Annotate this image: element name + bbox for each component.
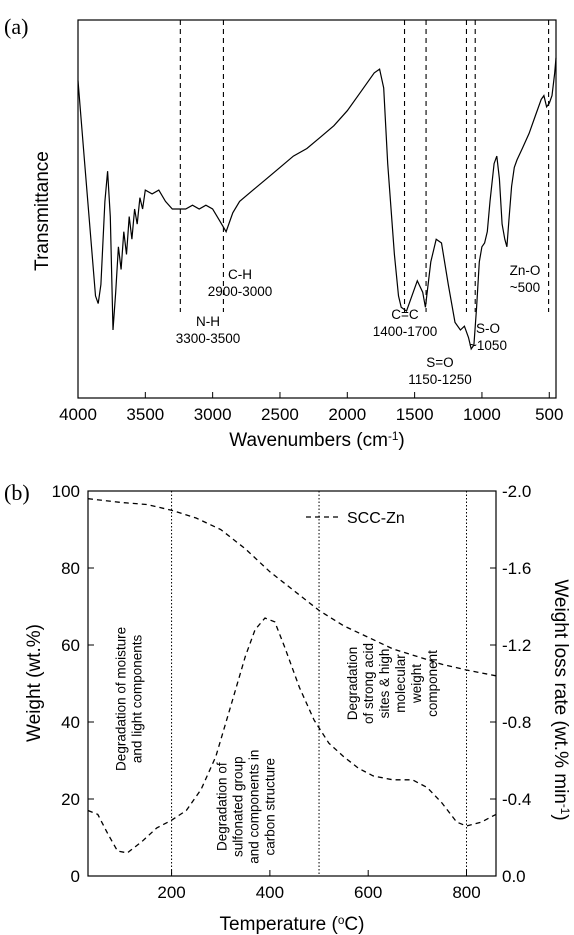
- tga-x-tick-label: 800: [452, 883, 480, 902]
- dtg-y-tick-label: -2.0: [502, 482, 531, 501]
- region-annotation-line: weight: [409, 664, 424, 704]
- tga-y-tick-label: 0: [71, 867, 80, 886]
- ftir-x-tick-label: 4000: [59, 405, 97, 424]
- dtg-y-tick-label: -0.4: [502, 790, 531, 809]
- region-annotation-line: sites & high: [377, 649, 392, 719]
- tga-plot-frame: [87, 490, 497, 877]
- ftir-band-label: S=O: [426, 355, 453, 370]
- ftir-band-label: ~500: [510, 280, 540, 295]
- legend-label: SCC-Zn: [347, 510, 405, 527]
- ftir-x-tick-label: 500: [535, 405, 563, 424]
- ftir-x-tick-label: 3500: [126, 405, 164, 424]
- ftir-band-label: C=C: [391, 307, 419, 322]
- tga-y-axis-title: Weight (wt.%): [24, 624, 45, 742]
- tga-y-tick-label: 60: [61, 636, 80, 655]
- tga-x-tick-label: 400: [256, 883, 284, 902]
- region-annotation-line: carbon structure: [262, 758, 277, 856]
- dtg-y-axis-title: Weight loss rate (wt.% min-1): [550, 579, 572, 820]
- ftir-band-label: 2900-3000: [208, 284, 273, 299]
- region-annotation-line: of strong acid: [361, 643, 376, 724]
- ftir-band-label: 1400-1700: [373, 324, 438, 339]
- ftir-x-tick-label: 1500: [396, 405, 434, 424]
- tga-y-tick-label: 80: [61, 559, 80, 578]
- region-annotation-line: Degradation of moisture: [113, 627, 128, 771]
- dtg-y-tick-label: -0.8: [502, 713, 531, 732]
- tga-x-tick-label: 200: [157, 883, 185, 902]
- ftir-spectrum-line: [77, 57, 557, 351]
- tga-y-tick-label: 100: [52, 482, 80, 501]
- ftir-band-label: S-O: [476, 321, 500, 336]
- weight-curve: [87, 498, 497, 677]
- region-annotation-line: molecular: [393, 654, 408, 713]
- dtg-y-tick-label: -1.6: [502, 559, 531, 578]
- region-annotation: Degradation of sulfonated group and compon…: [214, 750, 277, 864]
- ftir-x-axis-title: Wavenumbers (cm-1): [229, 430, 405, 452]
- ftir-band-label: C-H: [228, 267, 252, 282]
- tga-y-tick-label: 20: [61, 790, 80, 809]
- ftir-band-label: ~1050: [469, 338, 507, 353]
- ftir-band-label: 1150-1250: [408, 372, 472, 387]
- panel-label-b: (b): [4, 480, 30, 505]
- tga-x-axis-title: Temperature (oC): [220, 914, 365, 935]
- region-annotation-line: Degradation of: [214, 762, 229, 851]
- ftir-x-tick-label: 3000: [194, 405, 232, 424]
- ftir-x-tick-label: 2000: [328, 405, 366, 424]
- region-annotation: Degradation of moisture and light compone…: [113, 627, 144, 771]
- tga-x-tick-label: 600: [354, 883, 382, 902]
- tga-panel: (b) 0 20 40 60 80 100 0.0 -0.4 -0.8 -1.2 -1.6 -2.0 20…: [4, 480, 572, 935]
- region-annotation-line: sulfonated group: [230, 756, 245, 857]
- region-annotation-line: Degradation: [345, 647, 360, 721]
- tga-y-tick-label: 40: [61, 713, 80, 732]
- ftir-band-label: 3300-3500: [176, 331, 241, 346]
- region-annotation: Degradation of strong acid sites & high mol…: [345, 643, 440, 724]
- ftir-band-label: N-H: [196, 314, 220, 329]
- ftir-y-axis-title: Transmittance: [32, 151, 53, 271]
- ftir-plot-frame: [77, 19, 557, 399]
- dtg-y-tick-label: -1.2: [502, 636, 531, 655]
- panel-label-a: (a): [4, 14, 28, 39]
- dtg-y-tick-label: 0.0: [502, 867, 526, 886]
- region-annotation-line: component: [425, 650, 440, 717]
- region-annotation-line: and light components: [129, 634, 144, 763]
- ftir-x-tick-label: 1000: [463, 405, 501, 424]
- ftir-x-tick-label: 2500: [261, 405, 299, 424]
- region-annotation-line: and components in: [246, 750, 261, 864]
- dtg-curve: [87, 617, 497, 854]
- ftir-panel: (a) N-H 3300-3500 C-H 2900-3000 C=C 1400-1700 S…: [4, 14, 563, 451]
- ftir-band-label: Zn-O: [510, 263, 541, 278]
